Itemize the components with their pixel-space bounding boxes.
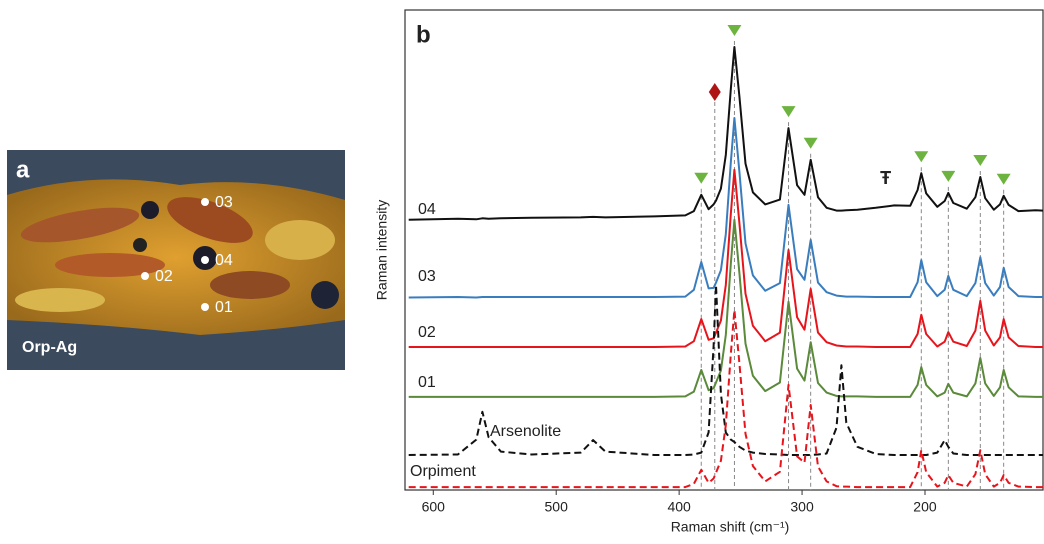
grain bbox=[167, 197, 253, 243]
peak-marker bbox=[803, 137, 818, 149]
spectrum-line bbox=[408, 46, 1044, 221]
grain bbox=[15, 288, 105, 312]
x-tick-label: 300 bbox=[790, 499, 814, 515]
spectrum-line bbox=[408, 218, 1043, 398]
spectrum-line bbox=[408, 168, 1043, 348]
peak-marker bbox=[914, 151, 929, 163]
series-label: 01 bbox=[418, 374, 436, 391]
spectrum-line bbox=[408, 309, 1043, 489]
grain bbox=[20, 207, 140, 243]
point-label: 01 bbox=[215, 299, 233, 316]
caption: Orp-Ag bbox=[22, 339, 77, 356]
peak-marker bbox=[996, 173, 1011, 185]
grain bbox=[55, 253, 165, 277]
x-tick-label: 600 bbox=[422, 499, 446, 515]
dark-spot bbox=[133, 238, 147, 252]
peak-marker bbox=[973, 155, 988, 167]
point-label: 03 bbox=[215, 194, 233, 211]
peak-marker bbox=[727, 24, 742, 36]
series-label: Orpiment bbox=[410, 463, 476, 480]
point bbox=[201, 256, 209, 264]
series-label: 04 bbox=[418, 201, 436, 218]
point-label: 02 bbox=[155, 268, 173, 285]
grain bbox=[265, 220, 335, 260]
y-axis-label: Raman intensity bbox=[374, 200, 390, 300]
dark-spot bbox=[141, 201, 159, 219]
panel-label: b bbox=[416, 21, 431, 48]
series-label: Arsenolite bbox=[490, 423, 561, 440]
diamond-marker bbox=[708, 83, 721, 101]
point-label: 04 bbox=[215, 252, 233, 269]
plot-frame bbox=[404, 9, 1044, 491]
spectrum-line bbox=[408, 117, 1043, 299]
micrograph: 03 04 02 01 Orp-Ag a bbox=[7, 150, 345, 370]
series-label: 03 bbox=[418, 268, 436, 285]
x-tick-label: 500 bbox=[545, 499, 569, 515]
point bbox=[141, 272, 149, 280]
peak-marker bbox=[694, 172, 709, 184]
point bbox=[201, 198, 209, 206]
panel-label: a bbox=[16, 156, 30, 183]
dark-spot bbox=[311, 281, 339, 309]
x-tick-label: 200 bbox=[913, 499, 937, 515]
grain bbox=[210, 271, 290, 299]
x-axis-label: Raman shift (cm⁻¹) bbox=[671, 519, 790, 535]
peak-marker bbox=[941, 170, 956, 182]
series-label: 02 bbox=[418, 324, 436, 341]
x-tick-label: 400 bbox=[667, 499, 691, 515]
symbol-marker: Ŧ bbox=[880, 168, 891, 188]
point bbox=[201, 303, 209, 311]
peak-marker bbox=[781, 106, 796, 118]
